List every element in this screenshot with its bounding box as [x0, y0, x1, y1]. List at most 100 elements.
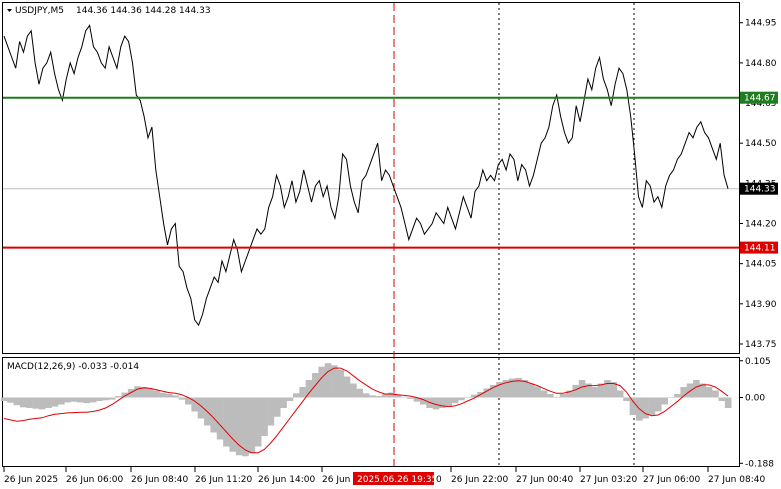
macd-bar [718, 397, 726, 401]
macd-bar [629, 397, 637, 415]
macd-bar [254, 397, 262, 447]
time-marker-label: 2025.06.26 19:35 [357, 475, 437, 485]
macd-bar [77, 397, 84, 403]
current-price-label: 144.33 [744, 185, 776, 195]
macd-bar [299, 387, 306, 398]
macd-bar [216, 397, 224, 440]
ohlc-readout: 144.36 144.36 144.28 144.33 [76, 6, 211, 16]
macd-bar [286, 397, 294, 401]
macd-bar [19, 397, 27, 408]
x-tick-label: 26 Jun 11:20 [195, 475, 252, 485]
macd-bar [559, 394, 567, 398]
macd-bar [566, 390, 573, 398]
macd-bar [318, 366, 325, 398]
macd-bar [197, 397, 205, 419]
price-y-axis: 144.95144.80144.65144.50144.35144.20144.… [3, 19, 778, 350]
macd-bar [185, 397, 192, 405]
macd-bar [502, 380, 510, 398]
macd-bar [350, 383, 357, 398]
macd-bar [686, 383, 694, 398]
time-axis: 26 Jun 2025 26 Jun 06:00 26 Jun 08:40 26 Ju… [3, 467, 765, 485]
macd-bar [439, 397, 446, 408]
macd-bar [534, 386, 541, 398]
y-tick-label: 143.75 [745, 340, 777, 350]
macd-bar [547, 394, 554, 398]
macd-bar [7, 397, 14, 403]
support-label: 144.11 [744, 244, 776, 254]
macd-bar [604, 380, 611, 398]
macd-bar [191, 397, 198, 412]
x-tick-label: 26 Jun 06:00 [66, 475, 123, 485]
macd-bar [305, 380, 313, 398]
macd-bar [458, 397, 465, 401]
macd-signal-line [3, 367, 729, 454]
macd-bar [470, 394, 478, 398]
macd-bar [483, 388, 491, 398]
price-line [3, 24, 729, 327]
macd-bar [261, 397, 268, 436]
y-tick-label: 144.80 [745, 59, 777, 69]
macd-bar [292, 393, 300, 398]
macd-bar [165, 394, 173, 398]
macd-bar [280, 397, 287, 408]
resistance-tag [740, 91, 778, 104]
macd-bar [58, 397, 65, 405]
y-tick-label: 144.20 [745, 220, 777, 230]
macd-bar [597, 383, 605, 398]
macd-bar [235, 397, 243, 456]
macd-bar [273, 397, 281, 417]
macd-bar [553, 396, 560, 398]
macd-bar [515, 377, 522, 398]
macd-bar [242, 397, 249, 457]
macd-bar [667, 397, 675, 398]
macd-bar [121, 392, 129, 398]
macd-tick-label: 0.105 [745, 357, 771, 367]
macd-bar [489, 384, 497, 398]
macd-bar [127, 389, 135, 398]
x-tick-label: 26 Jun [322, 475, 350, 485]
macd-bar [356, 388, 364, 398]
macd-bar [407, 397, 414, 399]
macd-bar [394, 394, 402, 398]
macd-bar [400, 396, 408, 398]
macd-bar [648, 397, 656, 415]
support-tag [740, 241, 778, 254]
y-tick-label: 144.95 [745, 19, 777, 29]
y-tick-label: 144.05 [745, 260, 777, 270]
macd-bar [591, 387, 599, 398]
macd-bar [705, 387, 713, 398]
macd-bar [623, 397, 630, 401]
macd-bar [451, 397, 459, 404]
macd-bar [610, 382, 618, 398]
macd-bar [38, 397, 46, 410]
macd-bar [331, 365, 338, 398]
price-levels[interactable]: 144.67 144.11 [3, 91, 778, 254]
y-tick-label: 144.50 [745, 139, 777, 149]
x-tick-label: 27 Jun 06:00 [643, 475, 700, 485]
macd-bar [381, 394, 389, 398]
y-tick-label: 143.90 [745, 300, 777, 310]
macd-bar [70, 397, 78, 402]
macd-bar [248, 397, 256, 454]
macd-bar [464, 397, 472, 398]
macd-bar [572, 384, 580, 398]
macd-bar [693, 380, 700, 398]
macd-bar [324, 363, 332, 398]
resistance-label: 144.67 [744, 94, 776, 104]
macd-bar [26, 397, 33, 408]
time-marker-tag [353, 472, 434, 485]
macd-bar [362, 393, 370, 398]
macd-bar [223, 397, 230, 447]
macd-bar [115, 396, 122, 398]
macd-bar [616, 390, 624, 398]
macd-tick-label: 0.00 [745, 394, 765, 404]
y-tick-label: 144.65 [745, 99, 777, 109]
macd-tick-label: -0.188 [745, 459, 774, 469]
macd-bar [642, 397, 649, 419]
macd-bar [578, 380, 586, 398]
dropdown-triangle-icon[interactable] [7, 9, 12, 12]
macd-bar [178, 397, 186, 400]
macd-bar [96, 397, 103, 401]
macd-bar [13, 397, 21, 406]
